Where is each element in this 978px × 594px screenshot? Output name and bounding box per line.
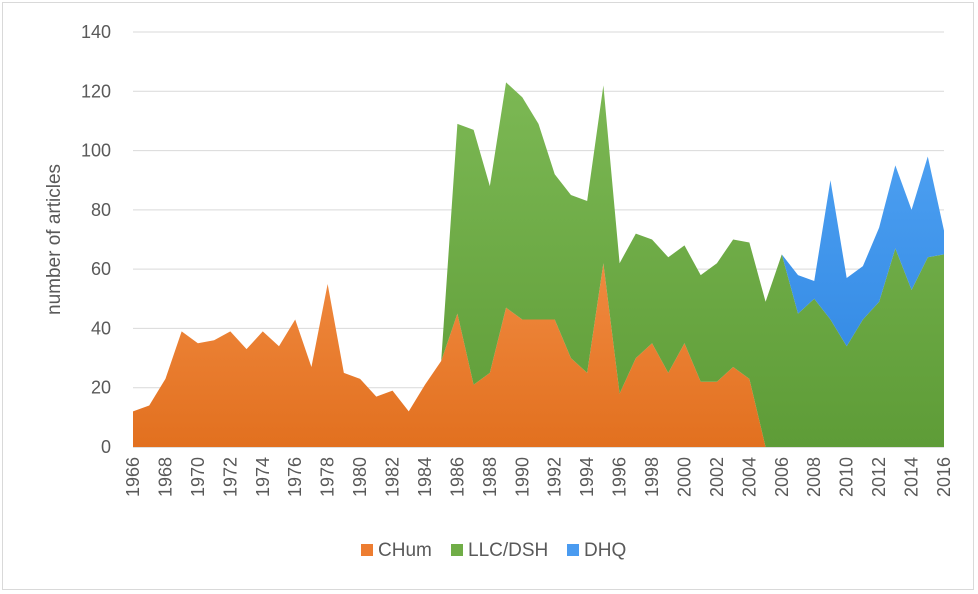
y-tick-label: 140 [81,22,111,42]
x-tick-label: 1998 [642,457,662,497]
legend-swatch-chum [361,544,373,556]
legend: CHum LLC/DSH DHQ [361,540,626,561]
x-tick-label: 1982 [383,457,403,497]
legend-label-llc-dsh: LLC/DSH [468,540,548,561]
x-tick-label: 1994 [577,457,597,497]
x-tick-label: 1984 [415,457,435,497]
legend-label-chum: CHum [378,540,432,561]
x-tick-label: 1986 [447,457,467,497]
x-tick-label: 2016 [934,457,954,497]
x-tick-label: 2010 [837,457,857,497]
legend-label-dhq: DHQ [584,540,626,561]
x-tick-label: 1988 [480,457,500,497]
y-tick-label: 0 [101,437,111,457]
legend-swatch-llc-dsh [451,544,463,556]
x-tick-label: 2002 [707,457,727,497]
x-tick-label: 1968 [155,457,175,497]
y-tick-label: 40 [91,318,111,338]
x-tick-label: 1996 [610,457,630,497]
x-tick-label: 1978 [318,457,338,497]
x-tick-label: 1976 [285,457,305,497]
x-tick-label: 1992 [545,457,565,497]
area-series-llc-dsh [133,82,944,447]
series-areas [133,82,944,447]
y-tick-label: 120 [81,81,111,101]
x-tick-label: 2012 [869,457,889,497]
x-tick-label: 2008 [804,457,824,497]
x-tick-label: 2014 [902,457,922,497]
y-tick-label: 20 [91,378,111,398]
x-tick-label: 1974 [253,457,273,497]
x-axis-tick-labels: 1966 1968 1970 1972 1974 1976 1978 1980 1982 1984… [123,457,954,497]
y-axis-title: number of articles [44,164,65,315]
x-tick-label: 1990 [512,457,532,497]
x-tick-label: 1970 [188,457,208,497]
legend-swatch-dhq [567,544,579,556]
y-tick-label: 80 [91,200,111,220]
area-series-chum [133,263,944,447]
y-tick-label: 100 [81,141,111,161]
x-tick-label: 2000 [674,457,694,497]
y-axis-tick-labels: 0 20 40 60 80 100 120 140 [81,22,111,457]
x-tick-label: 1972 [220,457,240,497]
x-tick-label: 2004 [739,457,759,497]
y-tick-label: 60 [91,259,111,279]
x-tick-label: 1966 [123,457,143,497]
x-tick-label: 2006 [772,457,792,497]
x-tick-label: 1980 [350,457,370,497]
